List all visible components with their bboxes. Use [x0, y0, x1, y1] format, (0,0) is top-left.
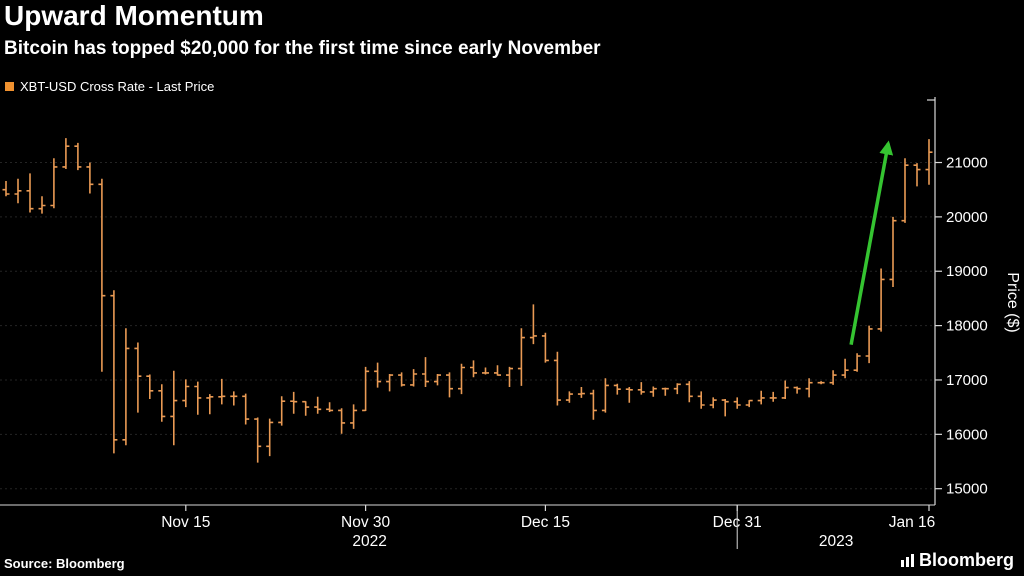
x-tick-label: Dec 15: [521, 514, 570, 531]
x-axis: Nov 15 Nov 30 Dec 15 Dec 31 Jan 16: [0, 504, 936, 531]
y-tick-label: 16000: [946, 426, 988, 443]
ohlc-bars: [2, 138, 933, 463]
bloomberg-logo-text: Bloomberg: [918, 550, 1014, 570]
grid-lines: [0, 162, 935, 490]
trend-arrow: [849, 140, 894, 345]
y-tick-label: 19000: [946, 263, 988, 280]
chart-subtitle: Bitcoin has topped $20,000 for the first…: [4, 38, 601, 59]
y-tick-label: 18000: [946, 318, 988, 335]
year-label: 2022: [352, 533, 386, 550]
price-chart-svg: 15000 16000 17000 18000 19000 20000 21000 Price…: [0, 97, 1021, 550]
year-axis: 2022 2023: [352, 505, 853, 550]
y-axis: 15000 16000 17000 18000 19000 20000 21000 Price…: [927, 97, 1021, 505]
x-tick-label: Nov 15: [161, 514, 210, 531]
chart-title: Upward Momentum: [4, 0, 264, 31]
bloomberg-logo: Bloomberg: [900, 550, 1014, 571]
x-tick-label: Jan 16: [889, 514, 936, 531]
price-chart: 15000 16000 17000 18000 19000 20000 21000 Price…: [0, 95, 1024, 555]
y-tick-label: 15000: [946, 481, 988, 498]
x-tick-label: Nov 30: [341, 514, 390, 531]
y-tick-label: 20000: [946, 209, 988, 226]
y-axis-title: Price ($): [1004, 272, 1021, 332]
bloomberg-logo-icon: [900, 554, 914, 567]
legend-swatch-icon: [5, 82, 14, 91]
year-label: 2023: [819, 533, 853, 550]
legend: XBT-USD Cross Rate - Last Price: [5, 79, 214, 94]
legend-label: XBT-USD Cross Rate - Last Price: [20, 79, 215, 94]
y-tick-label: 21000: [946, 155, 988, 172]
y-tick-label: 17000: [946, 372, 988, 389]
source-text: Source: Bloomberg: [4, 556, 125, 571]
